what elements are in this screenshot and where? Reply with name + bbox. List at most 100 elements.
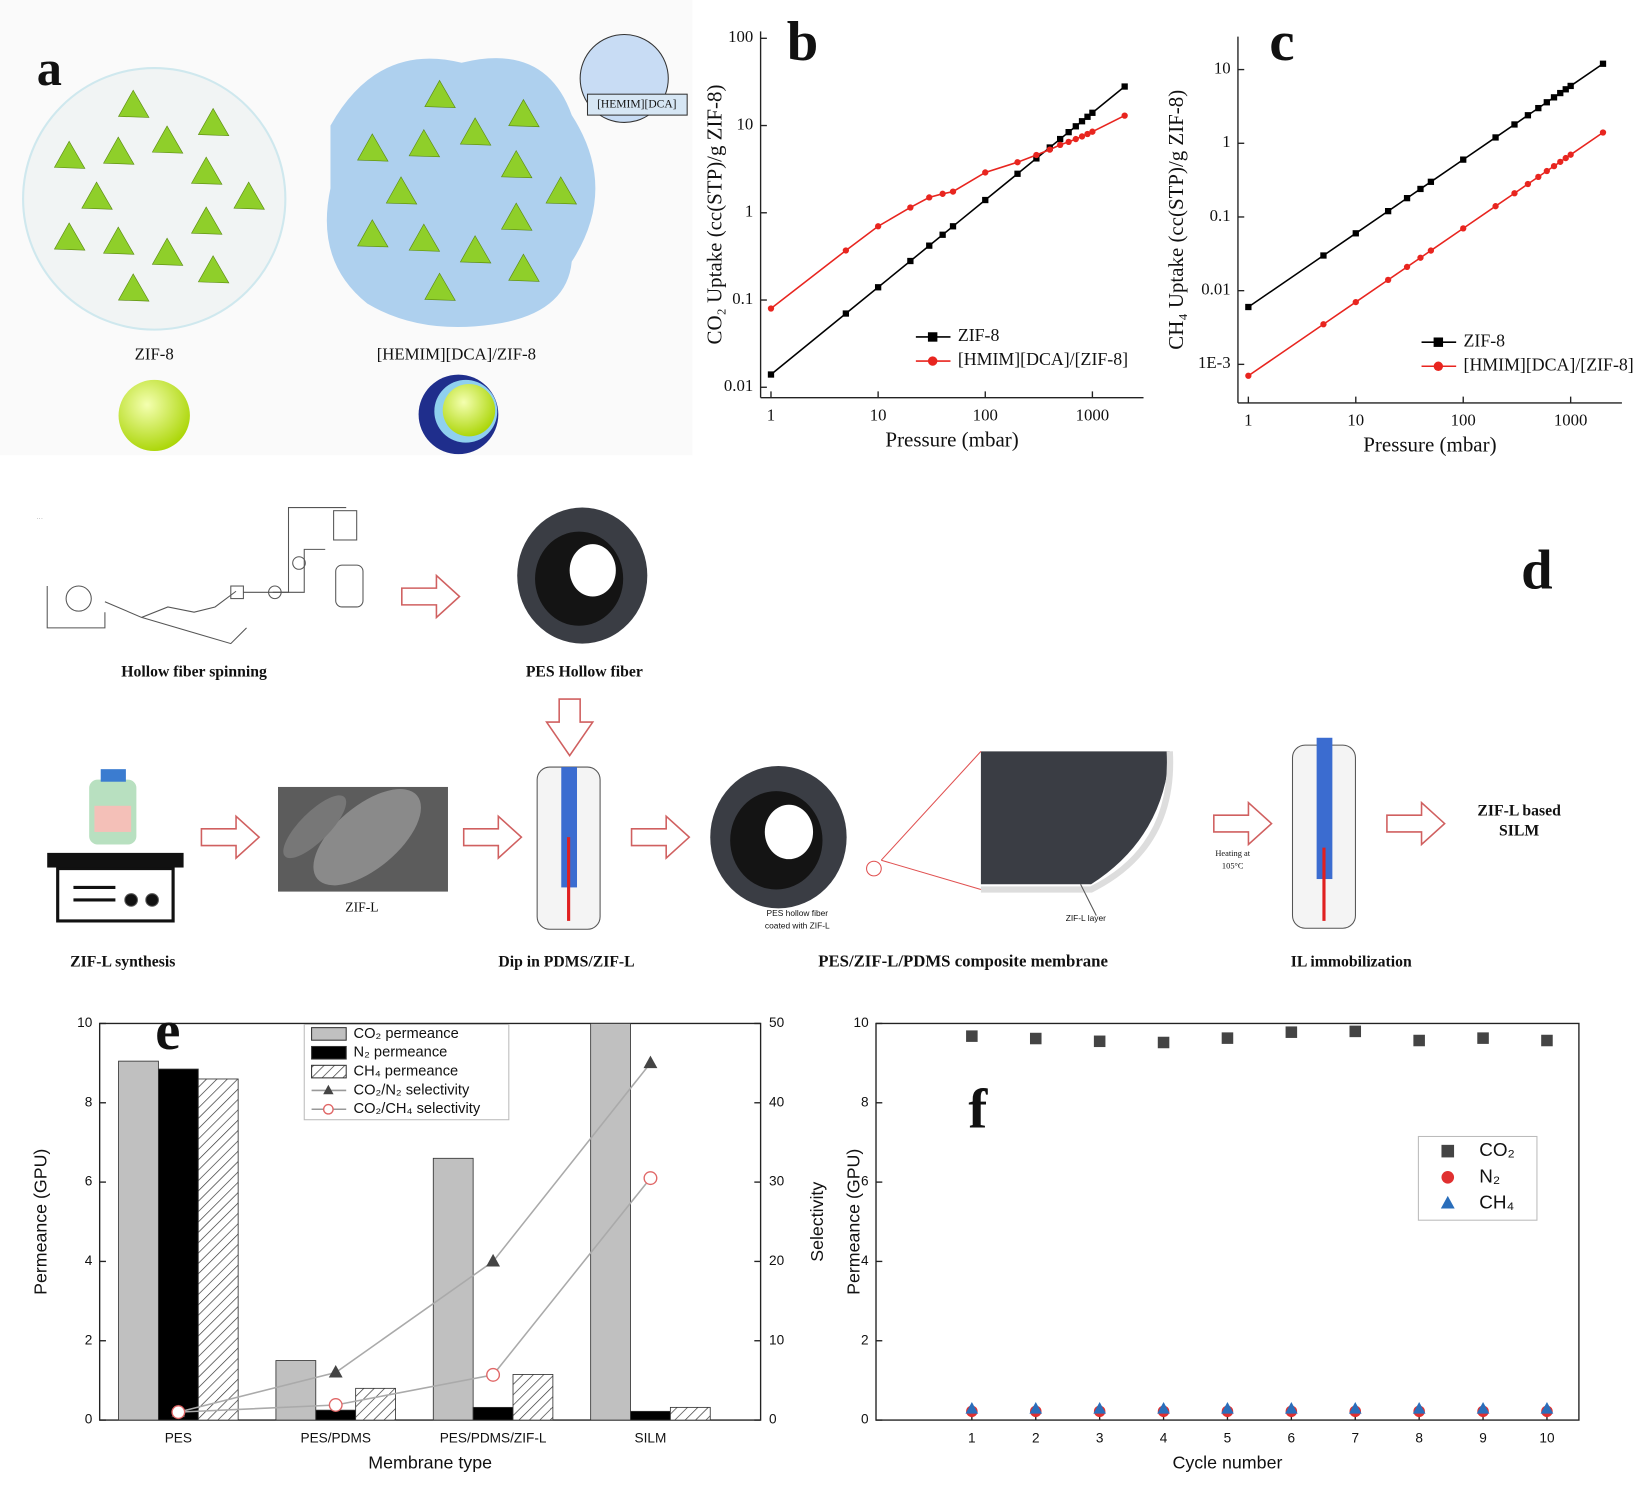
x-axis-label: Pressure (mbar) <box>885 427 1018 451</box>
marker <box>1089 128 1096 135</box>
note: 105°C <box>1222 861 1244 870</box>
y-tick-label: 10 <box>854 1015 870 1030</box>
series-line <box>178 1062 652 1413</box>
marker <box>982 169 989 176</box>
tetrahedron <box>385 176 418 205</box>
marker <box>1072 135 1079 143</box>
y-tick-label: 0.01 <box>1201 280 1230 299</box>
marker <box>1078 118 1086 125</box>
x-tick-label: PES <box>165 1431 192 1446</box>
marker <box>965 1402 979 1414</box>
result-label: SILM <box>1499 823 1539 840</box>
marker <box>1403 263 1411 271</box>
tetrahedron <box>190 206 223 235</box>
marker <box>1492 203 1499 210</box>
marker <box>1057 141 1064 149</box>
tetrahedron <box>459 117 492 146</box>
legend-marker <box>927 332 938 342</box>
process-arrow <box>462 814 523 860</box>
caption: ZIF-8 <box>135 345 174 364</box>
marker <box>1567 151 1574 158</box>
marker <box>1535 104 1542 112</box>
x-tick-label: 100 <box>1451 411 1476 430</box>
legend-marker <box>1440 1195 1455 1209</box>
marker <box>1084 113 1091 120</box>
process-arrow <box>401 573 461 620</box>
marker <box>1535 173 1542 181</box>
y-tick-label: 2 <box>861 1332 869 1347</box>
marker <box>1057 135 1064 143</box>
marker <box>1084 130 1091 138</box>
marker <box>1543 99 1550 106</box>
x-tick-label: 1 <box>1244 411 1252 430</box>
x-tick-label: 2 <box>1032 1431 1040 1446</box>
x-tick-label: 10 <box>1347 411 1364 430</box>
y-tick-label: 40 <box>769 1094 785 1109</box>
marker <box>1403 195 1411 202</box>
x-axis-label: Cycle number <box>1172 1453 1282 1473</box>
panel-letter: b <box>787 11 819 73</box>
marker <box>1065 129 1072 136</box>
step-label: ZIF-L synthesis <box>70 953 175 970</box>
note: ZIF-L layer <box>1066 913 1106 923</box>
marker <box>1285 1026 1298 1038</box>
tetrahedron <box>117 89 150 118</box>
y-tick-label: 10 <box>769 1332 785 1347</box>
y-tick-label: 4 <box>861 1253 869 1268</box>
marker <box>486 1253 501 1267</box>
marker <box>842 247 850 254</box>
x-tick-label: 6 <box>1288 1431 1296 1446</box>
marker <box>767 371 775 378</box>
x-tick-label: 10 <box>870 405 887 424</box>
legend-label: CO₂/N₂ selectivity <box>354 1082 470 1098</box>
panel-letter: f <box>968 1079 988 1141</box>
marker <box>1412 1402 1426 1414</box>
x-tick-label: SILM <box>635 1431 667 1446</box>
x-tick-label: 5 <box>1224 1431 1232 1446</box>
y-tick-label: 10 <box>736 114 753 133</box>
tetrahedron <box>408 128 441 158</box>
legend-swatch <box>311 1064 347 1079</box>
marker <box>1599 60 1607 67</box>
y-tick-label: 1E-3 <box>1198 353 1231 372</box>
legend-marker <box>1441 1144 1455 1158</box>
bar <box>157 1068 199 1421</box>
legend-label: CO₂ permeance <box>354 1026 459 1042</box>
bar <box>630 1410 671 1421</box>
caption: [HEMIM][DCA]/ZIF-8 <box>377 345 536 364</box>
marker <box>926 194 933 201</box>
legend-label: CH₄ permeance <box>354 1063 459 1079</box>
marker <box>1014 170 1021 177</box>
marker <box>1320 321 1327 328</box>
marker <box>1029 1032 1042 1045</box>
tetrahedron <box>53 140 86 169</box>
marker <box>1349 1025 1362 1038</box>
marker <box>1157 1402 1170 1414</box>
marker <box>1121 112 1128 119</box>
marker <box>1245 303 1252 311</box>
y-tick-label: 0 <box>861 1412 869 1427</box>
marker <box>1072 123 1079 130</box>
tetrahedron <box>459 235 492 264</box>
marker <box>1492 134 1499 141</box>
svg-text:. . .: . . . <box>37 515 43 520</box>
tetrahedron <box>357 219 389 248</box>
y-tick-label: 4 <box>85 1253 93 1268</box>
tetrahedron <box>197 107 230 136</box>
x-tick-label: 3 <box>1096 1431 1104 1446</box>
legend-label: [HMIM][DCA]/[ZIF-8] <box>958 349 1128 369</box>
marker <box>1093 1035 1106 1048</box>
marker <box>1476 1402 1490 1414</box>
tetrahedron <box>151 237 184 266</box>
marker <box>1511 190 1518 197</box>
y-tick-label: 8 <box>85 1094 93 1109</box>
marker <box>1524 112 1532 119</box>
x-axis-label: Pressure (mbar) <box>1363 433 1496 457</box>
y-axis-label: CO₂ Uptake (cc(STP)/g ZIF-8) <box>702 85 726 345</box>
x-tick-label: 4 <box>1160 1431 1168 1446</box>
marker <box>949 188 957 195</box>
y-axis-label: Permeance (GPU) <box>844 1149 864 1295</box>
marker <box>1033 151 1040 159</box>
y-tick-label: 0.1 <box>1210 206 1231 225</box>
